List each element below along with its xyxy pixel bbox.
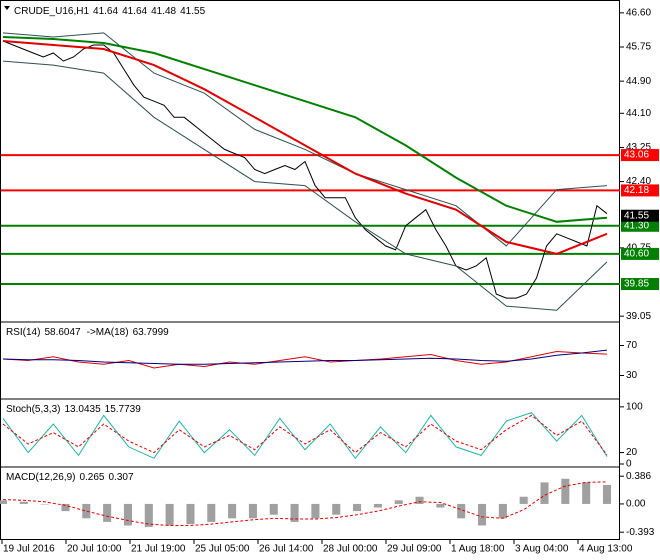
histogram-bar [373, 503, 382, 508]
histogram-bar [269, 503, 278, 515]
level-tag [621, 247, 659, 260]
x-tick-label: 21 Jul 19:00 [131, 544, 186, 555]
y-tick-label: 20 [626, 447, 638, 458]
level-label: 42.18 [624, 185, 649, 196]
y-tick-label: 30 [626, 370, 638, 381]
level-tag [621, 149, 659, 162]
ma-value: 0.307 [109, 472, 134, 483]
menu-arrow [4, 6, 10, 10]
histogram-bar [144, 503, 153, 527]
histogram-bar [457, 503, 466, 519]
histogram-bar [123, 503, 132, 526]
level-label: 43.06 [624, 150, 649, 161]
histogram-bar [332, 503, 341, 515]
title: RSI(14) [6, 327, 40, 338]
indicator-value: 0.265 [79, 472, 104, 483]
level-tag [621, 278, 659, 291]
histogram-bar [602, 484, 612, 504]
histogram-bar [394, 500, 403, 504]
histogram-bar [353, 503, 362, 512]
series-line [2, 349, 608, 365]
y-tick-label: 100 [626, 401, 643, 412]
panel-title: Stoch(5,3,3) 13.0435 15.7739 [6, 404, 141, 415]
y-tick-label: 44.10 [626, 108, 651, 119]
y-tick-label: 42.40 [626, 176, 651, 187]
level-tag [621, 184, 659, 197]
histogram-bar [561, 478, 570, 504]
histogram-bar [40, 503, 49, 505]
level-label: 40.60 [624, 249, 649, 260]
series-line [2, 32, 608, 247]
title: MACD(12,26,9) [6, 472, 75, 483]
y-tick-label: 46.60 [626, 7, 651, 18]
x-tick-label: 1 Aug 18:00 [451, 544, 505, 555]
x-tick-label: 28 Jul 00:00 [323, 544, 378, 555]
ma-label: ->MA(18) [87, 327, 129, 338]
series-line [2, 350, 608, 369]
y-tick-label: 43.25 [626, 142, 651, 153]
histogram-bar [103, 503, 112, 522]
histogram-bar [248, 503, 257, 519]
panel-title: RSI(14) 58.6047 ->MA(18) 63.7999 [6, 327, 169, 338]
panel-title: MACD(12,26,9) 0.265 0.307 [6, 472, 134, 483]
histogram-bar [290, 503, 299, 522]
price-tag [621, 209, 659, 222]
ohlc-value: 41.48 [151, 6, 176, 17]
x-tick-label: 26 Jul 14:00 [259, 544, 314, 555]
histogram-bar [19, 501, 28, 504]
level-tag [621, 219, 659, 232]
y-tick-label: 39.05 [626, 311, 651, 322]
histogram-bar [582, 482, 591, 504]
histogram-bar [540, 482, 549, 504]
histogram-bar [519, 496, 528, 504]
series-line [2, 36, 608, 223]
y-tick-label: 70 [626, 340, 638, 351]
ohlc-value: 41.55 [180, 6, 205, 17]
panel-title: CRUDE_U16,H1 41.64 41.64 41.48 41.55 [14, 6, 206, 17]
x-tick-label: 29 Jul 09:00 [387, 544, 442, 555]
indicator-value: 58.6047 [44, 327, 81, 338]
x-tick-label: 19 Jul 2016 [3, 544, 55, 555]
ohlc-value: 41.64 [93, 6, 118, 17]
y-tick-label: 45.75 [626, 42, 651, 53]
histogram-bar [186, 503, 195, 525]
x-tick-label: 25 Jul 05:00 [195, 544, 250, 555]
title: CRUDE_U16,H1 [14, 6, 89, 17]
y-tick-label: 0.00 [626, 499, 646, 510]
histogram-bar [311, 503, 320, 519]
series-line [2, 40, 608, 255]
y-tick-label: 0 [626, 459, 632, 470]
histogram-bar [436, 503, 445, 508]
series-line [2, 40, 608, 299]
histogram-bar [82, 503, 91, 519]
indicator-value: 13.0435 [64, 404, 101, 415]
histogram-bar [415, 496, 424, 504]
title: Stoch(5,3,3) [6, 404, 60, 415]
series-line [2, 481, 608, 526]
series-line [2, 60, 608, 311]
y-tick-label: 0.386 [626, 471, 651, 482]
level-label: 39.85 [624, 279, 649, 290]
histogram-bar [165, 503, 174, 526]
price-label: 41.55 [624, 210, 649, 221]
series-line [2, 412, 608, 460]
y-tick-label: 44.90 [626, 76, 651, 87]
ma-value: 15.7739 [105, 404, 142, 415]
histogram-bar [207, 503, 216, 522]
ma-value: 63.7999 [133, 327, 170, 338]
x-tick-label: 4 Aug 13:00 [579, 544, 633, 555]
y-tick-label: -0.393 [626, 527, 655, 538]
frame [0, 0, 620, 540]
x-tick-label: 20 Jul 10:00 [67, 544, 122, 555]
x-tick-label: 3 Aug 04:00 [515, 544, 569, 555]
histogram-bar [498, 503, 507, 519]
ohlc-value: 41.64 [122, 6, 147, 17]
histogram-bar [0, 500, 8, 504]
histogram-bar [228, 503, 237, 519]
level-label: 41.30 [624, 220, 649, 231]
histogram-bar [478, 503, 487, 526]
series-line [2, 414, 608, 456]
histogram-bar [61, 503, 70, 512]
